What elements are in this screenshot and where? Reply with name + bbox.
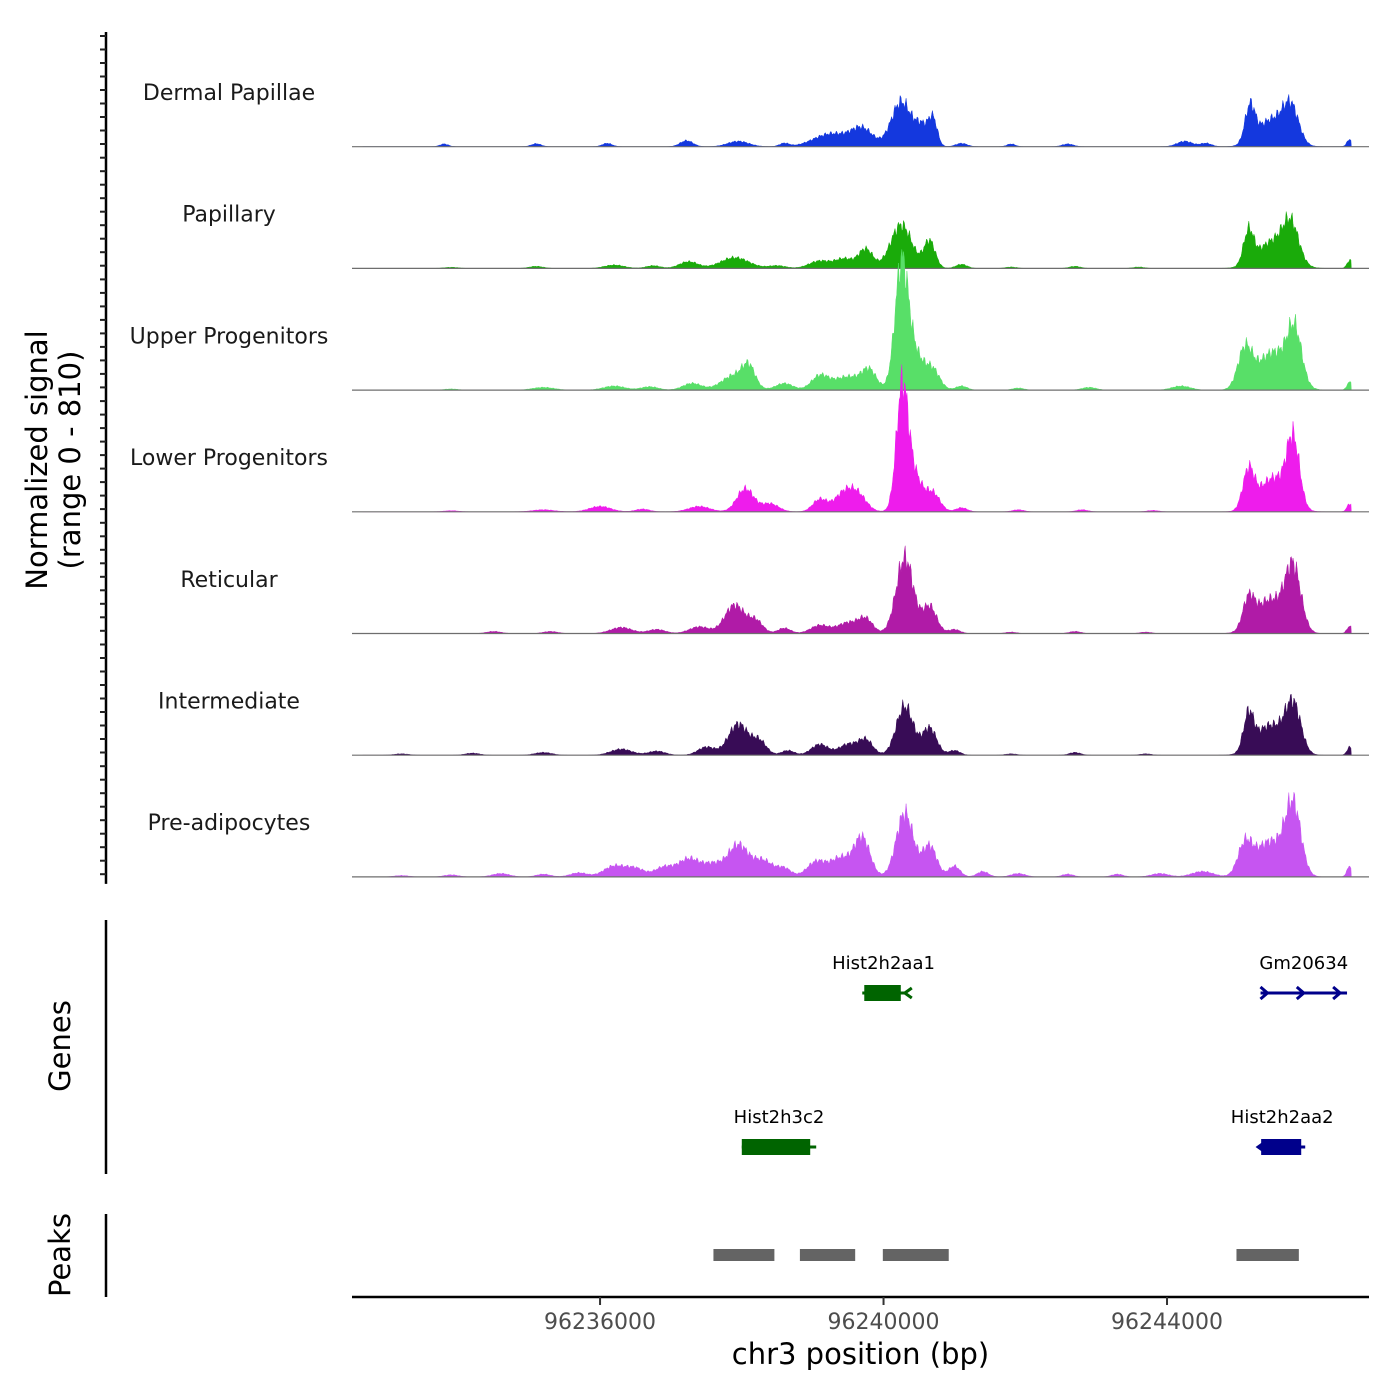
track-label: Pre-adipocytes — [148, 811, 311, 836]
peak-region — [713, 1249, 775, 1261]
strand-arrow — [1259, 985, 1270, 1001]
gene-exon — [741, 1139, 811, 1155]
y-axis-title-line1: Normalized signal — [20, 330, 54, 589]
track-dermal-papillae: Dermal Papillae — [143, 81, 1369, 148]
track-label: Reticular — [180, 568, 278, 593]
strand-arrow — [902, 986, 913, 1000]
y-axis-title: Normalized signal(range 0 - 810) — [20, 330, 87, 589]
gene-label: Gm20634 — [1259, 953, 1348, 974]
gene-exon — [1261, 1139, 1302, 1155]
strand-arrow — [1295, 985, 1307, 1001]
x-axis-title: chr3 position (bp) — [732, 1337, 989, 1371]
coverage-area — [362, 792, 1352, 878]
genes-axis-title: Genes — [43, 1000, 77, 1092]
coverage-area — [362, 94, 1352, 147]
coverage-area — [362, 545, 1352, 634]
track-pre-adipocytes: Pre-adipocytes — [148, 792, 1369, 878]
gene-hist2h2aa2: Hist2h2aa2 — [1231, 1107, 1334, 1155]
strand-arrow — [1332, 985, 1343, 1001]
track-reticular: Reticular — [180, 545, 1369, 635]
track-label: Intermediate — [158, 690, 300, 715]
strand-arrow — [1255, 1140, 1267, 1154]
peak-region — [882, 1249, 949, 1261]
track-label: Dermal Papillae — [143, 81, 315, 106]
track-lower-progenitors: Lower Progenitors — [130, 364, 1369, 513]
track-upper-progenitors: Upper Progenitors — [130, 249, 1369, 391]
gene-exon — [864, 985, 901, 1001]
x-tick-label: 96236000 — [544, 1310, 656, 1335]
peak-region — [799, 1249, 856, 1261]
coverage-area — [362, 211, 1352, 269]
gene-hist2h3c2: Hist2h3c2 — [734, 1107, 825, 1155]
gene-label: Hist2h3c2 — [734, 1107, 825, 1128]
x-tick-label: 96240000 — [828, 1310, 940, 1335]
track-papillary: Papillary — [182, 203, 1369, 269]
peak-region — [1236, 1249, 1299, 1261]
coverage-area — [362, 693, 1352, 756]
gene-label: Hist2h2aa1 — [832, 953, 935, 974]
gene-gm20634: Gm20634 — [1259, 953, 1348, 1001]
track-label: Lower Progenitors — [130, 446, 328, 471]
coverage-area — [362, 249, 1352, 391]
x-tick-label: 96244000 — [1111, 1310, 1223, 1335]
track-intermediate: Intermediate — [158, 690, 1369, 756]
y-axis-title-line2: (range 0 - 810) — [53, 351, 87, 570]
track-label: Upper Progenitors — [130, 324, 329, 349]
gene-hist2h2aa1: Hist2h2aa1 — [832, 953, 935, 1001]
peaks-axis-title: Peaks — [43, 1213, 77, 1297]
track-label: Papillary — [182, 203, 276, 228]
gene-label: Hist2h2aa2 — [1231, 1107, 1334, 1128]
